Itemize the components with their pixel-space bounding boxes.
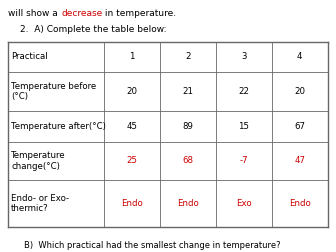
Text: 45: 45 [127, 122, 137, 131]
Text: Temperature
change(°C): Temperature change(°C) [11, 151, 66, 171]
Text: 2.  A) Complete the table below:: 2. A) Complete the table below: [20, 25, 167, 34]
Text: 25: 25 [127, 156, 137, 165]
Text: decrease: decrease [61, 9, 102, 18]
Text: in temperature.: in temperature. [102, 9, 176, 18]
Text: Endo: Endo [121, 199, 143, 208]
Text: 89: 89 [182, 122, 194, 131]
Text: 20: 20 [294, 87, 305, 96]
Text: 67: 67 [294, 122, 305, 131]
Text: 4: 4 [297, 52, 302, 61]
Text: will show a: will show a [8, 9, 61, 18]
Text: Endo: Endo [289, 199, 310, 208]
Text: Temperature before
(°C): Temperature before (°C) [11, 82, 96, 101]
Text: Endo- or Exo-
thermic?: Endo- or Exo- thermic? [11, 194, 69, 213]
Text: 68: 68 [182, 156, 194, 165]
Text: Temperature after(°C): Temperature after(°C) [11, 122, 106, 131]
Text: 22: 22 [238, 87, 249, 96]
Text: Endo: Endo [177, 199, 199, 208]
Text: 2: 2 [185, 52, 191, 61]
Text: 20: 20 [127, 87, 137, 96]
Text: 47: 47 [294, 156, 305, 165]
Text: Practical: Practical [11, 52, 48, 61]
Text: 15: 15 [238, 122, 249, 131]
Text: 1: 1 [129, 52, 135, 61]
Text: 3: 3 [241, 52, 247, 61]
Text: B)  Which practical had the smallest change in temperature?: B) Which practical had the smallest chan… [24, 241, 280, 250]
Text: Exo: Exo [236, 199, 252, 208]
Text: 21: 21 [182, 87, 194, 96]
Text: -7: -7 [240, 156, 248, 165]
